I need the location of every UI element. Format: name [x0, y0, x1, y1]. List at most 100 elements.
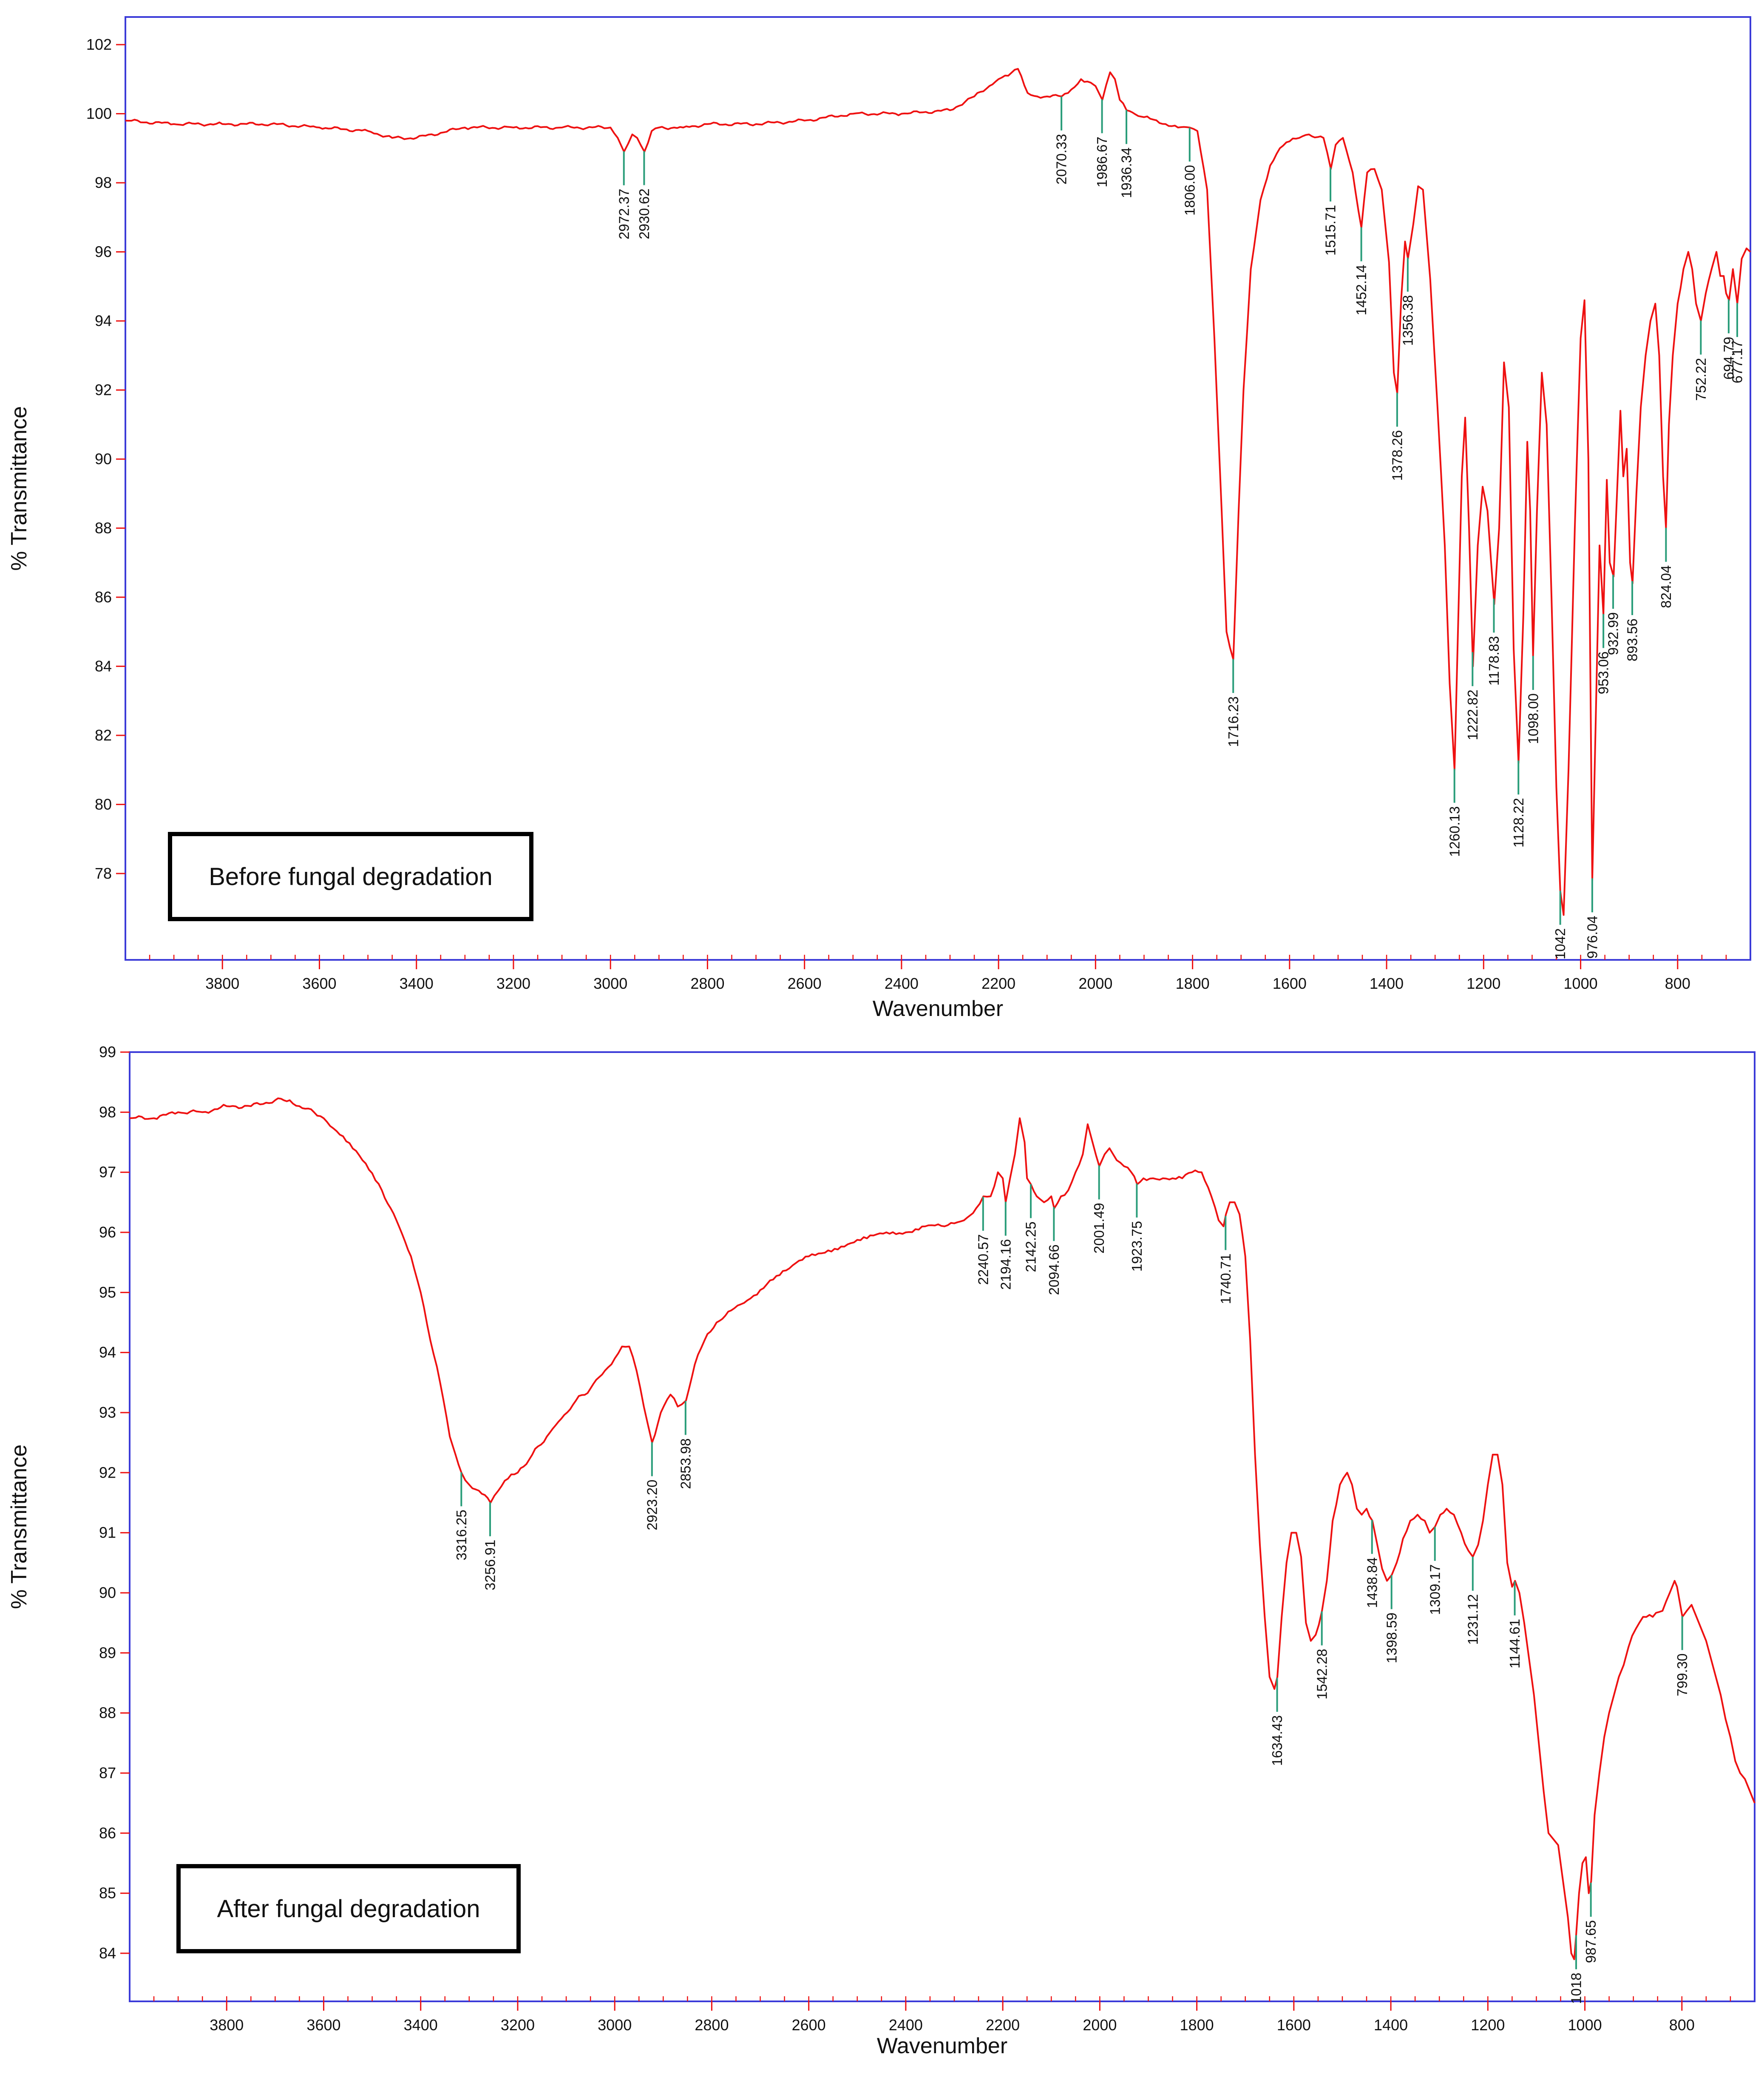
chart-panel-2: 84 85 86 87 88 89 90 91 92 93 94 95 96 97 98 99 3800 3600…	[7, 1043, 1755, 2058]
spectrum-trace	[125, 68, 1751, 916]
peak-label: 2070.33	[1054, 134, 1069, 184]
peak-label: 2240.57	[975, 1234, 991, 1285]
y-tick-label: 96	[99, 1223, 116, 1241]
peak-label: 2930.62	[636, 189, 652, 239]
x-tick-label: 2000	[1078, 975, 1112, 992]
peak-label: 677.17	[1730, 341, 1745, 383]
y-tick-label: 92	[95, 381, 112, 398]
peak-label: 1923.75	[1129, 1221, 1145, 1271]
y-tick-label: 92	[99, 1464, 116, 1481]
x-tick-label: 1000	[1568, 2016, 1602, 2034]
y-tick-label: 82	[95, 726, 112, 744]
x-tick-label: 3800	[210, 2016, 244, 2034]
y-tick-label: 98	[95, 174, 112, 191]
peak-label: 2194.16	[998, 1239, 1013, 1290]
y-tick-label: 93	[99, 1404, 116, 1421]
peak-label: 2923.20	[644, 1480, 660, 1530]
peak-label: 1542.28	[1314, 1649, 1330, 1700]
y-tick-label: 91	[99, 1524, 116, 1541]
x-tick-label: 1800	[1180, 2016, 1214, 2034]
y-tick-label: 85	[99, 1884, 116, 1902]
x-tick-label: 3200	[501, 2016, 535, 2034]
x-tick-label: 1400	[1370, 975, 1404, 992]
peak-label: 1378.26	[1389, 430, 1405, 481]
peak-label: 3256.91	[482, 1540, 498, 1590]
peak-label: 2972.37	[616, 189, 632, 239]
peak-label: 694.79	[1721, 337, 1736, 380]
peak-label: 1806.00	[1182, 165, 1197, 216]
peak-label: 1986.67	[1094, 136, 1110, 187]
x-tick-label: 1200	[1466, 975, 1500, 992]
y-tick-label: 102	[86, 36, 112, 53]
x-tick-label: 3600	[302, 975, 336, 992]
y-axis-label: % Transmittance	[7, 406, 31, 570]
x-axis-label: Wavenumber	[877, 2034, 1007, 2058]
peak-label: 893.56	[1625, 619, 1640, 661]
x-tick-label: 2600	[788, 975, 822, 992]
peak-label: 1231.12	[1465, 1594, 1480, 1645]
peak-label: 987.65	[1583, 1920, 1599, 1963]
x-tick-label: 3000	[598, 2016, 632, 2034]
peak-label: 1042	[1552, 928, 1568, 959]
x-tick-label: 2800	[690, 975, 724, 992]
peak-label: 1098.00	[1525, 693, 1541, 744]
inset-label: After fungal degradation	[217, 1895, 480, 1923]
x-tick-label: 3800	[205, 975, 239, 992]
plot-frame	[129, 1051, 1755, 2002]
peak-label: 1438.84	[1364, 1557, 1380, 1608]
spectrum-trace	[129, 1097, 1755, 1961]
peak-label: 1634.43	[1269, 1715, 1285, 1766]
y-tick-label: 96	[95, 243, 112, 260]
peak-label: 1128.22	[1511, 798, 1526, 848]
inset-label: Before fungal degradation	[209, 863, 493, 891]
x-tick-label: 3600	[306, 2016, 340, 2034]
peak-label: 2142.25	[1023, 1221, 1039, 1272]
peak-label: 1452.14	[1353, 265, 1369, 315]
x-tick-label: 2200	[986, 2016, 1020, 2034]
peak-label: 1309.17	[1427, 1564, 1443, 1615]
x-tick-label: 2400	[885, 975, 919, 992]
y-tick-label: 84	[95, 657, 112, 675]
y-tick-label: 100	[86, 105, 112, 122]
inset-label-box	[168, 832, 533, 921]
y-tick-label: 94	[95, 312, 112, 329]
y-tick-label: 86	[95, 588, 112, 606]
peak-label: 2001.49	[1091, 1203, 1107, 1254]
peak-label: 1515.71	[1323, 205, 1339, 255]
x-tick-label: 2800	[695, 2016, 729, 2034]
peak-label: 1936.34	[1119, 148, 1134, 198]
x-tick-label: 800	[1669, 2016, 1695, 2034]
peak-label: 953.06	[1596, 651, 1611, 694]
x-tick-label: 1200	[1471, 2016, 1505, 2034]
peak-label: 1398.59	[1384, 1612, 1399, 1663]
y-tick-label: 86	[99, 1824, 116, 1842]
y-tick-label: 87	[99, 1764, 116, 1782]
y-tick-label: 97	[99, 1163, 116, 1181]
y-tick-label: 88	[99, 1704, 116, 1722]
peak-label: 799.30	[1674, 1654, 1690, 1697]
peak-label: 1740.71	[1218, 1254, 1234, 1304]
y-tick-label: 89	[99, 1644, 116, 1661]
x-tick-label: 1600	[1277, 2016, 1311, 2034]
y-tick-label: 90	[99, 1584, 116, 1601]
y-tick-label: 99	[99, 1043, 116, 1061]
x-tick-label: 1600	[1273, 975, 1307, 992]
x-tick-label: 2000	[1083, 2016, 1117, 2034]
y-tick-label: 98	[99, 1103, 116, 1121]
plot-frame	[125, 16, 1751, 961]
peak-label: 824.04	[1658, 565, 1674, 608]
peak-label: 1018	[1568, 1973, 1584, 2004]
x-tick-label: 1000	[1564, 975, 1598, 992]
y-tick-label: 90	[95, 450, 112, 468]
peak-label: 1356.38	[1400, 295, 1415, 346]
peak-label: 1716.23	[1225, 696, 1241, 747]
y-tick-label: 94	[99, 1344, 116, 1361]
y-tick-label: 84	[99, 1944, 116, 1962]
x-tick-label: 3400	[400, 975, 434, 992]
peak-label: 1260.13	[1446, 806, 1462, 857]
x-tick-label: 2400	[889, 2016, 923, 2034]
x-tick-label: 3400	[404, 2016, 438, 2034]
peak-label: 976.04	[1584, 916, 1600, 959]
